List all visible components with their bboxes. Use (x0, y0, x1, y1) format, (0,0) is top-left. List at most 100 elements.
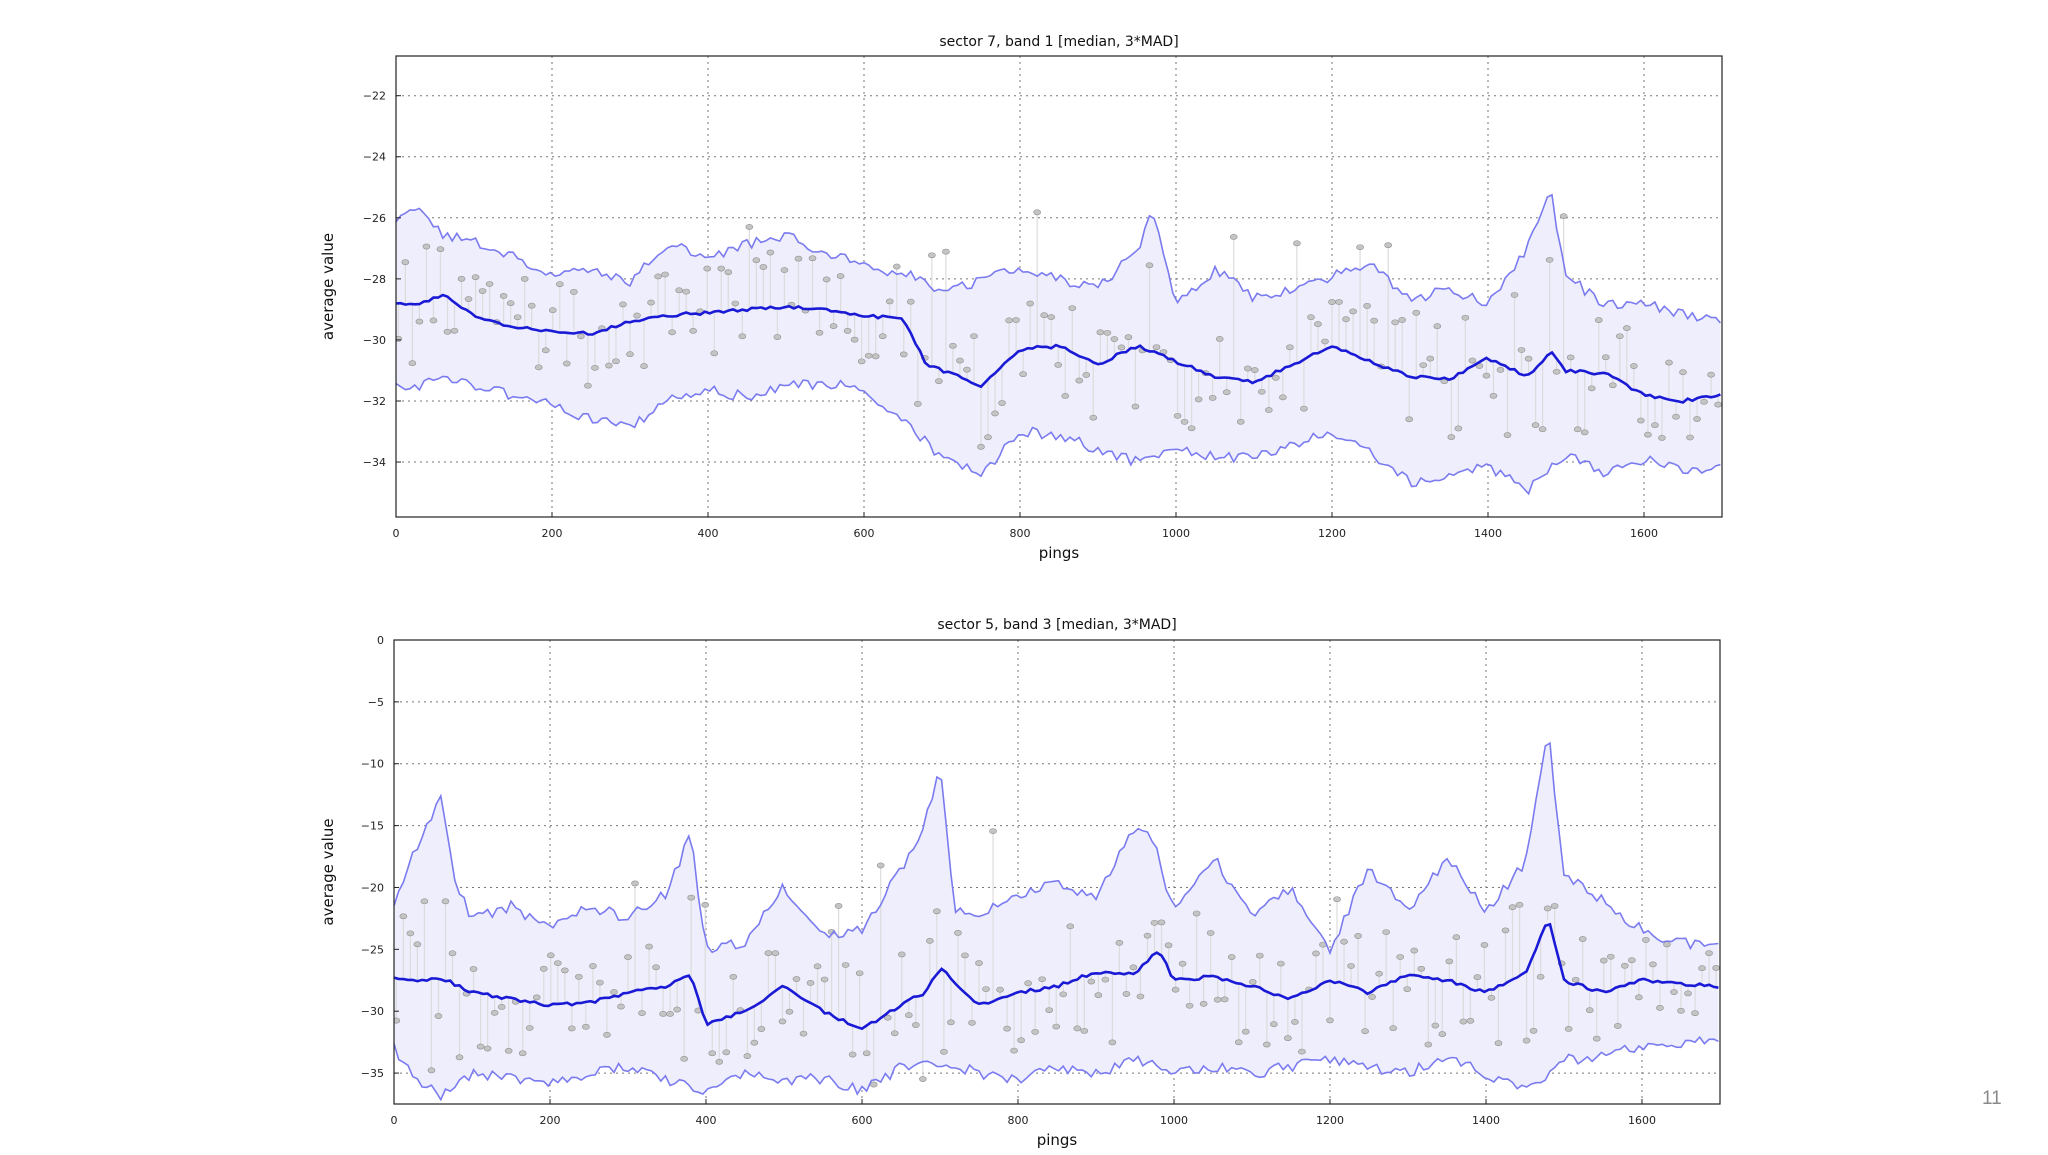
sample-point (624, 954, 632, 960)
sample-point (1208, 394, 1217, 401)
sample-point (975, 960, 983, 966)
sample-point (1496, 366, 1505, 373)
sample-point (722, 1049, 731, 1056)
sample-point (1412, 309, 1421, 316)
sample-point (1503, 432, 1512, 438)
y-tick-label: −10 (361, 758, 384, 771)
sample-point (1391, 319, 1399, 326)
sample-point (1080, 1027, 1089, 1034)
x-tick-label: 200 (542, 527, 563, 540)
sample-point (996, 986, 1004, 993)
sample-point (1052, 1023, 1061, 1030)
sample-point (998, 400, 1006, 406)
sample-point (555, 281, 564, 288)
sample-point (570, 288, 578, 295)
sample-point (1564, 1026, 1573, 1032)
sample-point (1033, 209, 1041, 216)
sample-point (1328, 299, 1336, 305)
sample-point (1468, 357, 1477, 364)
sample-point (1566, 354, 1575, 361)
sample-point (1157, 919, 1166, 926)
y-tick-label: −24 (363, 151, 386, 164)
sample-point (773, 334, 782, 340)
sample-point (766, 249, 775, 256)
sample-point (506, 300, 515, 307)
sample-point (935, 378, 943, 385)
sample-point (961, 952, 969, 959)
sample-point (1279, 394, 1287, 401)
sample-point (815, 329, 824, 336)
sample-point (532, 994, 541, 1001)
chart-1: sector 7, band 1 [median, 3*MAD] 0 200 400 6… (319, 34, 1723, 562)
sample-point (982, 986, 990, 993)
sample-point (476, 1043, 485, 1050)
x-tick-label: 400 (696, 1114, 717, 1127)
sample-point (652, 964, 660, 971)
sample-point (689, 327, 697, 334)
sample-point (1494, 1040, 1503, 1047)
sample-point (1115, 939, 1124, 946)
sample-point (666, 1011, 674, 1017)
sample-point (654, 273, 662, 280)
sample-point (1433, 323, 1442, 330)
sample-point (1389, 1025, 1397, 1032)
sample-point (1038, 976, 1046, 983)
sample-point (703, 265, 712, 272)
sample-point (1587, 385, 1596, 392)
sample-point (1691, 1010, 1699, 1017)
sample-point (1712, 965, 1720, 971)
sample-point (1173, 412, 1182, 419)
sample-point (1651, 422, 1659, 429)
x-tick-label: 400 (698, 527, 719, 540)
sample-point (1059, 991, 1068, 998)
sample-point (1623, 325, 1631, 331)
sample-point (914, 400, 922, 407)
sample-point (1601, 354, 1610, 361)
sample-point (499, 293, 508, 299)
y-tick-label: −22 (363, 90, 386, 103)
y-tick-label: 0 (377, 634, 384, 647)
sample-point (1300, 405, 1308, 412)
sample-point (892, 263, 901, 270)
x-tick-label: 1000 (1160, 1114, 1188, 1127)
sample-point (687, 894, 695, 901)
sample-point (483, 1045, 492, 1052)
sample-point (610, 989, 618, 995)
sample-point (829, 323, 838, 329)
sample-point (970, 333, 978, 339)
sample-point (785, 1008, 794, 1015)
x-tick-label: 1200 (1318, 527, 1346, 540)
y-tick-label: −30 (363, 334, 386, 347)
sample-point (1559, 213, 1568, 220)
sample-point (1122, 991, 1131, 997)
sample-point (1501, 927, 1510, 934)
sample-point (1347, 963, 1355, 969)
sample-point (1361, 1028, 1369, 1035)
sample-point (1714, 401, 1722, 408)
sample-point (485, 281, 494, 287)
sample-point (448, 950, 457, 957)
sample-point (399, 913, 408, 920)
sample-point (991, 410, 999, 417)
sample-point (1473, 974, 1482, 981)
y-tick-label: −26 (363, 212, 386, 225)
sample-point (1607, 953, 1615, 960)
sample-point (1480, 942, 1489, 948)
sample-point (450, 327, 459, 334)
sample-point (1068, 305, 1077, 311)
sample-point (1672, 413, 1680, 420)
sample-point (1628, 957, 1636, 964)
sample-point (427, 1067, 436, 1074)
sample-point (1101, 976, 1110, 983)
sample-point (1679, 369, 1687, 376)
sample-point (561, 967, 569, 974)
band-fill (394, 743, 1719, 1100)
sample-point (1592, 1035, 1601, 1042)
sample-point (724, 269, 733, 276)
sample-point (1040, 312, 1048, 319)
sample-point (1403, 986, 1412, 993)
sample-point (1096, 329, 1105, 336)
sample-point (591, 364, 599, 371)
sample-point (1089, 414, 1098, 421)
sample-point (764, 950, 773, 956)
